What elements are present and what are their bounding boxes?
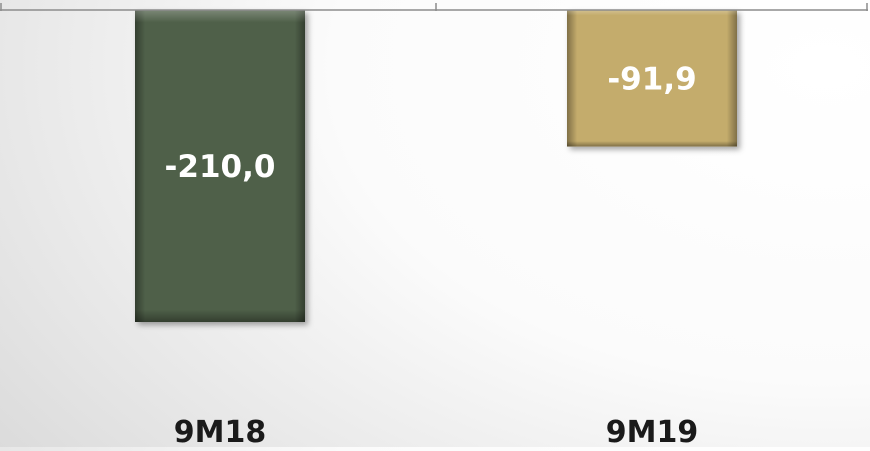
bar-bevel-ends xyxy=(567,10,737,147)
category-label: 9M19 xyxy=(606,415,698,447)
bar-9m19 xyxy=(567,10,737,147)
bar-9m18 xyxy=(135,10,305,322)
data-label: -91,9 xyxy=(607,61,696,97)
data-label: -210,0 xyxy=(165,149,276,185)
bar-bevel-ends xyxy=(135,10,305,322)
category-label: 9M18 xyxy=(174,415,266,447)
